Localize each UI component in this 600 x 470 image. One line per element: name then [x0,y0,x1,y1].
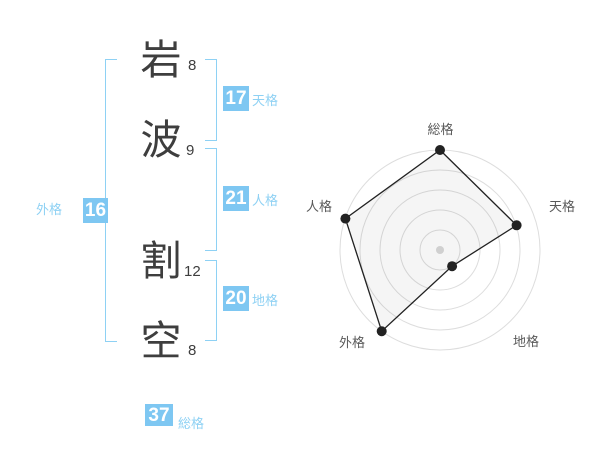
svg-text:地格: 地格 [513,334,539,349]
svg-text:天格: 天格 [549,199,575,214]
svg-text:人格: 人格 [306,199,332,214]
svg-text:外格: 外格 [339,335,365,350]
svg-text:総格: 総格 [427,122,453,137]
